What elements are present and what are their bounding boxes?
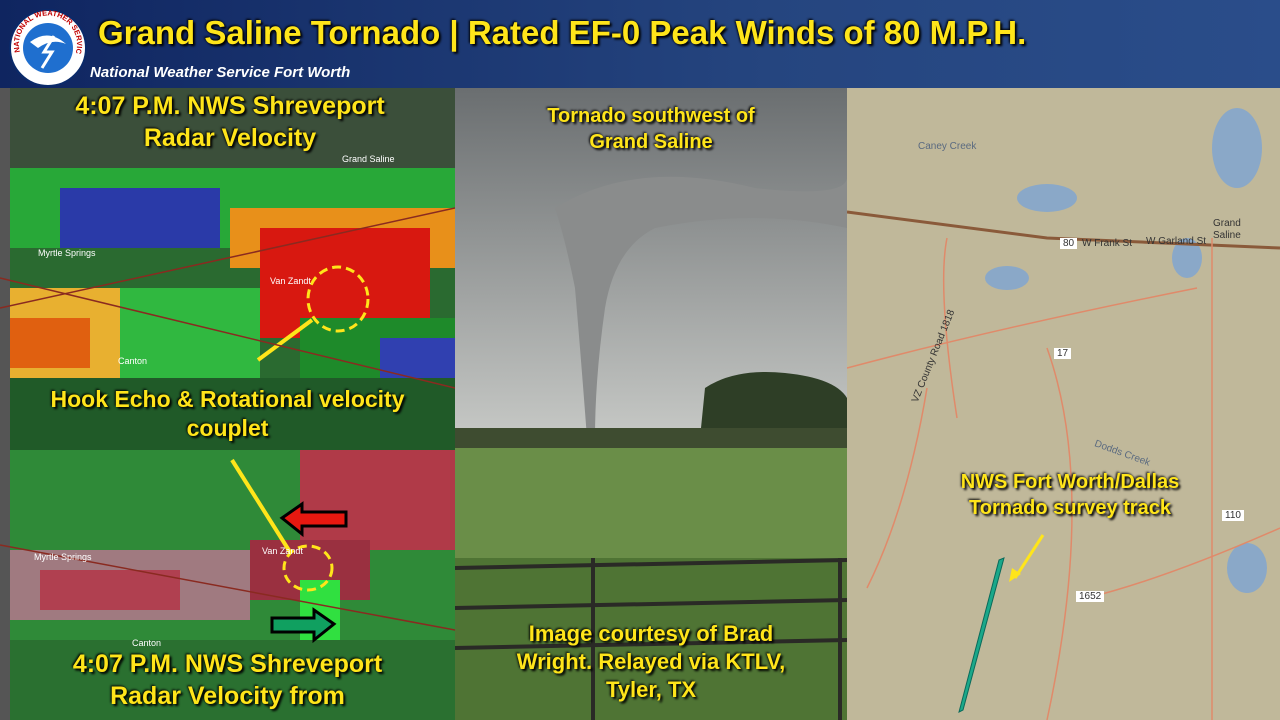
place: Myrtle Springs: [38, 248, 96, 258]
radar-bottom: [0, 450, 455, 720]
annotation: Hook Echo & Rotational velocity couplet: [0, 385, 455, 444]
place: Myrtle Springs: [34, 552, 92, 562]
text-line: Radar Velocity from: [110, 682, 345, 710]
photo-credit: Image courtesy of Brad Wright. Relayed v…: [455, 620, 847, 704]
title: Grand Saline Tornado | Rated EF-0 Peak W…: [98, 14, 1027, 51]
text-line: Radar Velocity: [143, 124, 317, 152]
radar-title: 4:07 P.M. NWS Shreveport Radar Velocity: [10, 90, 450, 154]
text-line: 4:07 P.M. NWS Shreveport: [72, 650, 383, 678]
place: Grand Saline: [342, 154, 395, 164]
map-label: 110: [1222, 510, 1244, 521]
photo-caption: Tornado southwest of Grand Saline: [455, 104, 847, 155]
text-line: couplet: [186, 415, 269, 442]
map-label: W Frank St: [1082, 238, 1133, 249]
photo: [455, 88, 847, 720]
text-line: Tornado survey track: [969, 496, 1171, 519]
place: Canton: [118, 356, 148, 366]
header: [0, 0, 1280, 88]
text-line: Grand Saline: [589, 130, 713, 153]
logo: NATIONAL WEATHER SERVICE: [8, 8, 87, 87]
map-label: 17: [1054, 348, 1072, 359]
map: [847, 88, 1280, 720]
place: Van Zandt: [262, 546, 303, 556]
place: Van Zandt: [270, 276, 311, 286]
text-line: Hook Echo & Rotational velocity: [50, 386, 405, 412]
subtitle: National Weather Service Fort Worth: [90, 64, 351, 81]
text-line: NWS Fort Worth/Dallas: [960, 471, 1180, 493]
text-line: 4:07 P.M. NWS Shreveport: [75, 92, 385, 120]
map-label: Saline: [1213, 230, 1241, 241]
map-label: Grand: [1213, 218, 1241, 229]
map-label: 1652: [1076, 591, 1105, 602]
map-label: Caney Creek: [918, 141, 977, 152]
map-label: W Garland St: [1146, 236, 1207, 247]
text-line: Tyler, TX: [605, 677, 697, 703]
text-line: Wright. Relayed via KTLV,: [516, 649, 786, 675]
text-line: Tornado southwest of: [547, 105, 755, 127]
radar-title: 4:07 P.M. NWS Shreveport Radar Velocity …: [0, 648, 455, 712]
text-line: Image courtesy of Brad: [528, 621, 774, 646]
radar-top: [0, 88, 455, 450]
map-label: 80: [1060, 238, 1078, 249]
place: Canton: [132, 638, 162, 648]
map-label-callout: NWS Fort Worth/Dallas Tornado survey tra…: [930, 470, 1210, 521]
